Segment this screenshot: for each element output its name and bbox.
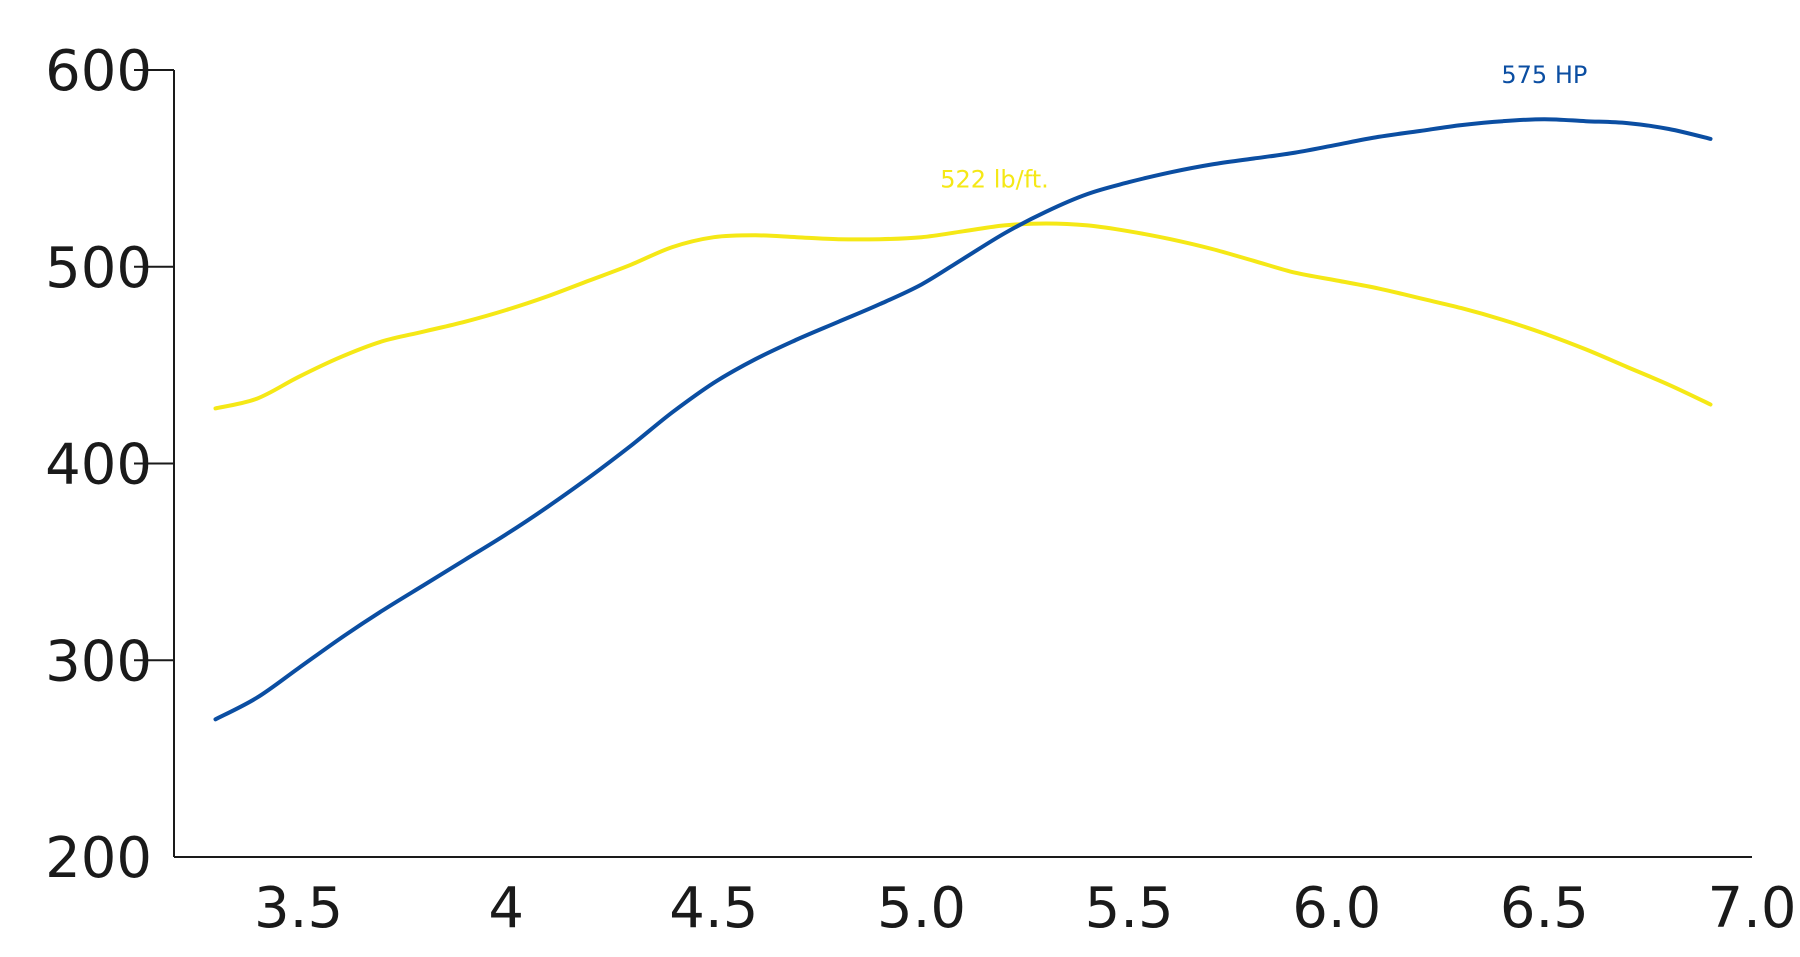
chart-axes: 200 300 400 500 600 3.5 4 4.5 5.0 5.5 6.0 6.5 7.0 [45, 39, 1796, 941]
torque-line [213, 221, 1713, 411]
y-tick-label: 600 [45, 39, 152, 104]
chart-series-lines [213, 117, 1713, 722]
x-tick-label: 6.0 [1292, 876, 1381, 941]
x-tick-label: 4 [488, 876, 524, 941]
x-tick-label: 7.0 [1707, 876, 1796, 941]
horsepower-peak-label: 575 HP [1501, 61, 1587, 89]
y-tick-label: 200 [45, 826, 152, 891]
x-tick-label: 5.0 [877, 876, 966, 941]
y-tick-label: 300 [45, 629, 152, 694]
x-tick-label: 4.5 [669, 876, 758, 941]
y-tick-label: 400 [45, 433, 152, 498]
x-tick-label: 5.5 [1085, 876, 1174, 941]
torque-peak-label: 522 lb/ft. [940, 165, 1049, 193]
x-tick-label: 6.5 [1500, 876, 1589, 941]
horsepower-line [213, 117, 1713, 722]
chart-annotations: 522 lb/ft. 575 HP [940, 61, 1587, 193]
y-tick-label: 500 [45, 236, 152, 301]
x-tick-label: 3.5 [254, 876, 343, 941]
